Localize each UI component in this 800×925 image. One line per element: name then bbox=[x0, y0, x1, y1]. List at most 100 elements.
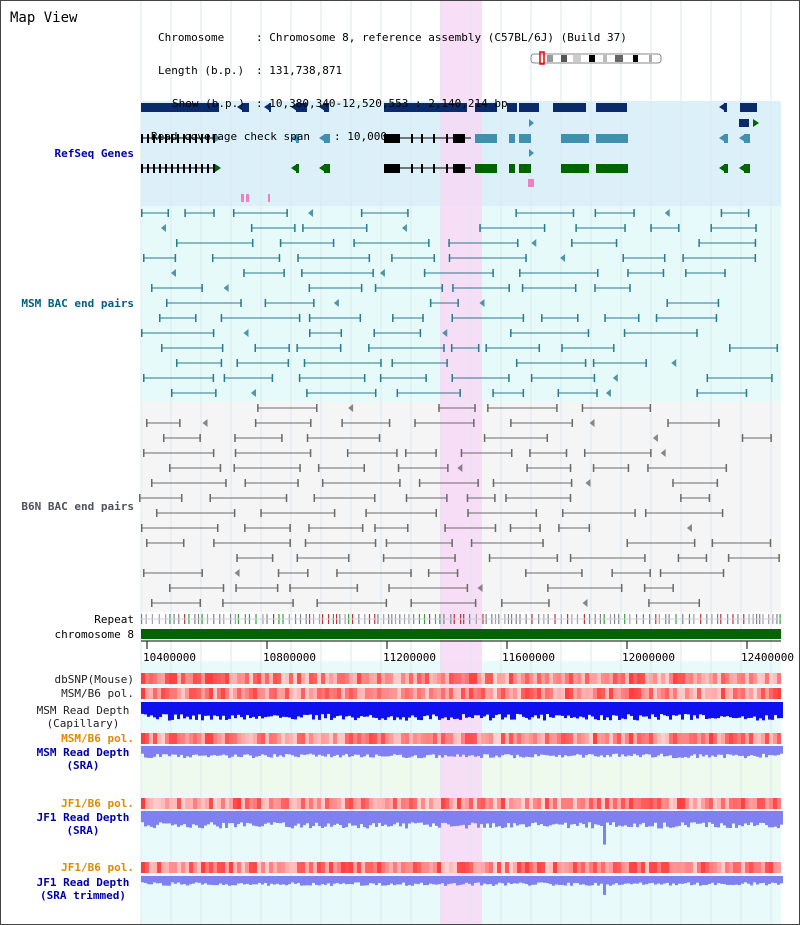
bac-end bbox=[456, 569, 459, 577]
heat-cell bbox=[517, 862, 521, 873]
heat-cell bbox=[661, 733, 665, 744]
depth-bar bbox=[672, 702, 675, 716]
bac-end bbox=[240, 299, 242, 307]
depth-bar bbox=[522, 811, 525, 825]
depth-bar bbox=[447, 876, 450, 885]
heat-cell bbox=[673, 798, 677, 809]
depth-bar bbox=[318, 702, 321, 720]
gene-exon-mark bbox=[183, 134, 185, 143]
depth-bar bbox=[246, 876, 249, 884]
gene-exon-mark bbox=[153, 164, 155, 173]
gene-exon bbox=[739, 119, 749, 127]
heat-cell bbox=[629, 862, 633, 873]
heat-cell bbox=[577, 862, 581, 873]
track-label-chromosome[interactable]: chromosome 8 bbox=[54, 628, 134, 641]
track-label-msm-b6-pol-2[interactable]: MSM/B6 pol. bbox=[61, 732, 134, 745]
bac-end bbox=[556, 404, 558, 412]
depth-bar bbox=[348, 746, 351, 757]
track-label-b6n-bac[interactable]: B6N BAC end pairs bbox=[21, 500, 134, 513]
gene-arrow bbox=[739, 134, 745, 142]
depth-bar bbox=[336, 746, 339, 755]
depth-bar bbox=[495, 746, 498, 756]
bac-end bbox=[623, 329, 626, 337]
heat-cell bbox=[317, 673, 321, 684]
depth-bar bbox=[150, 876, 153, 885]
depth-bar bbox=[618, 811, 621, 826]
track-label-jf1-depth-sra[interactable]: JF1 Read Depth (SRA) bbox=[31, 811, 135, 837]
depth-bar bbox=[636, 746, 639, 756]
depth-bar bbox=[279, 702, 282, 718]
depth-bar bbox=[384, 702, 387, 720]
heat-cell bbox=[325, 862, 329, 873]
track-label-msm-depth-cap[interactable]: MSM Read Depth (Capillary) bbox=[31, 704, 135, 730]
track-label-jf1-depth-trim[interactable]: JF1 Read Depth (SRA trimmed) bbox=[21, 876, 145, 902]
bac-end bbox=[672, 584, 674, 592]
depth-bar bbox=[432, 876, 435, 885]
depth-bar bbox=[597, 811, 600, 825]
heat-cell bbox=[657, 673, 661, 684]
heat-cell bbox=[437, 673, 441, 684]
depth-bar bbox=[258, 811, 261, 827]
track-label-msm-b6-pol[interactable]: MSM/B6 pol. bbox=[61, 687, 134, 700]
depth-bar bbox=[390, 746, 393, 756]
heat-cell bbox=[613, 733, 617, 744]
track-label-jf1-b6-pol[interactable]: JF1/B6 pol. bbox=[61, 797, 134, 810]
depth-bar bbox=[546, 811, 549, 827]
heat-cell bbox=[353, 798, 357, 809]
depth-bar bbox=[357, 811, 360, 829]
track-label-jf1-b6-pol-2[interactable]: JF1/B6 pol. bbox=[61, 861, 134, 874]
depth-bar bbox=[189, 876, 192, 885]
depth-bar bbox=[249, 746, 252, 756]
heat-cell bbox=[681, 673, 685, 684]
depth-bar bbox=[693, 811, 696, 823]
depth-bar bbox=[324, 746, 327, 757]
bac-end bbox=[451, 374, 453, 382]
heat-cell bbox=[273, 862, 277, 873]
depth-bar bbox=[390, 811, 393, 827]
heat-cell bbox=[237, 688, 241, 699]
bac-end bbox=[588, 524, 591, 532]
track-label-repeat[interactable]: Repeat bbox=[94, 613, 134, 626]
depth-bar bbox=[732, 746, 735, 756]
heat-cell bbox=[269, 798, 273, 809]
depth-bar bbox=[267, 746, 270, 757]
heat-cell bbox=[545, 688, 549, 699]
depth-bar bbox=[570, 746, 573, 756]
heat-cell bbox=[709, 862, 713, 873]
bac-end bbox=[525, 254, 527, 262]
heat-cell bbox=[641, 798, 645, 809]
heat-cell bbox=[245, 733, 249, 744]
depth-bar bbox=[591, 811, 594, 829]
depth-bar bbox=[351, 702, 354, 718]
depth-bar bbox=[468, 702, 471, 717]
heat-cell bbox=[381, 733, 385, 744]
depth-bar bbox=[774, 746, 777, 756]
track-label-msm-depth-sra[interactable]: MSM Read Depth (SRA) bbox=[31, 746, 135, 772]
heat-cell bbox=[469, 688, 473, 699]
depth-bar bbox=[660, 746, 663, 754]
heat-cell bbox=[161, 673, 165, 684]
heat-cell bbox=[429, 798, 433, 809]
heat-cell bbox=[617, 862, 621, 873]
depth-bar bbox=[534, 746, 537, 755]
track-label-dbsnp[interactable]: dbSNP(Mouse) bbox=[54, 673, 134, 686]
depth-bar bbox=[579, 811, 582, 823]
heat-cell bbox=[421, 733, 425, 744]
heat-cell bbox=[621, 673, 625, 684]
track-label-msm-bac[interactable]: MSM BAC end pairs bbox=[21, 297, 134, 310]
show-value-row: : 10,380,340-12,520,553 : 2,140,214 bp bbox=[256, 97, 508, 110]
heat-cell bbox=[509, 798, 513, 809]
bac-end bbox=[391, 359, 393, 367]
heat-cell bbox=[653, 798, 657, 809]
gene-exon-mark bbox=[213, 134, 215, 143]
track-label-refseq[interactable]: RefSeq Genes bbox=[54, 147, 134, 160]
heat-cell bbox=[629, 688, 633, 699]
depth-bar bbox=[486, 746, 489, 755]
chromosome-bar bbox=[141, 629, 781, 639]
heat-cell bbox=[481, 862, 485, 873]
bac-arrow bbox=[243, 329, 249, 337]
gene-exon bbox=[475, 103, 497, 112]
gene-exon bbox=[509, 164, 515, 173]
heat-cell bbox=[405, 798, 409, 809]
